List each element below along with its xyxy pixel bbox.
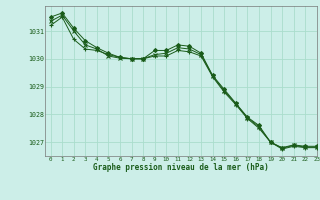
X-axis label: Graphe pression niveau de la mer (hPa): Graphe pression niveau de la mer (hPa) <box>93 163 269 172</box>
